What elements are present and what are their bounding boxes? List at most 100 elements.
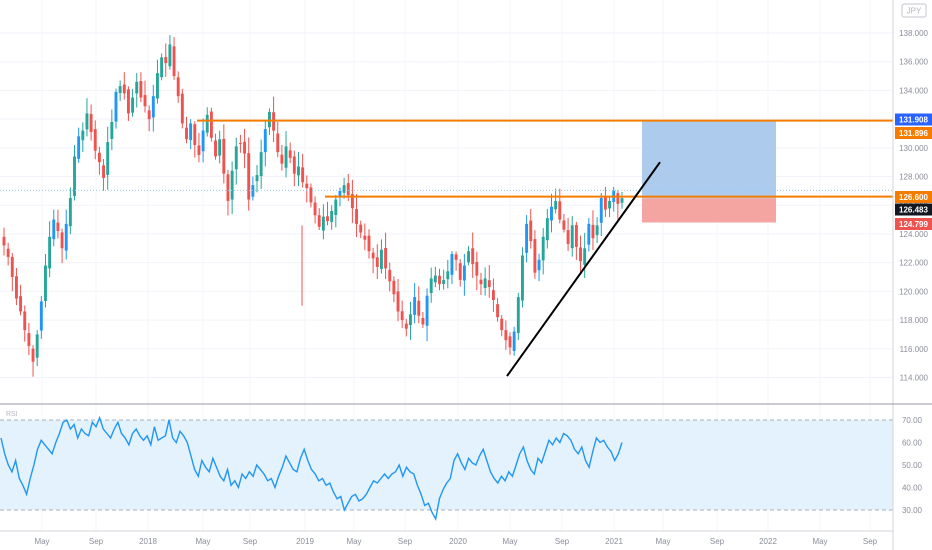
candle-body (247, 153, 251, 200)
candle-body (110, 121, 114, 139)
candle-body (284, 146, 288, 168)
candle-body (595, 225, 599, 236)
time-tick-label: 2020 (449, 537, 467, 546)
symbol-badge[interactable]: JPY (901, 3, 927, 18)
candle-body (392, 280, 396, 295)
candle-body (342, 185, 346, 193)
candle-body (267, 111, 271, 128)
candle-body (77, 136, 81, 159)
time-axis-ticks: May Sep 2018 May Sep 2019 May Sep 2020 May Sep 2021… (34, 537, 877, 546)
candle-body (52, 219, 56, 240)
price-badge (895, 218, 932, 230)
candle-body (172, 46, 176, 77)
candle-body (504, 330, 508, 341)
candle-body (371, 252, 375, 259)
time-tick-label: May (812, 537, 827, 546)
candle-body (309, 187, 313, 203)
candle-body (122, 84, 126, 94)
price-tick-label: 120.000 (899, 287, 928, 296)
price-badge-label: 126.600 (899, 193, 928, 202)
candle-body (433, 275, 437, 283)
candle-body (388, 269, 392, 282)
candle-body (475, 261, 479, 276)
price-tick-label: 128.000 (899, 173, 928, 182)
candle-body (209, 111, 213, 138)
time-tick-label: 2019 (296, 537, 314, 546)
candle-body (446, 271, 450, 280)
candle-body (193, 124, 197, 145)
price-tick-label: 130.000 (899, 144, 928, 153)
candle-body (226, 174, 230, 201)
price-tick-label: 116.000 (900, 345, 929, 354)
time-tick-label: May (34, 537, 49, 546)
candle-body (31, 348, 35, 362)
rsi-line (0, 415, 623, 522)
candle-body (330, 210, 334, 222)
candle-body (317, 215, 321, 227)
candle-body (160, 57, 164, 78)
candle-body (114, 91, 118, 122)
time-tick-label: Sep (398, 537, 413, 546)
candle-body (429, 278, 433, 293)
candle-body (562, 220, 566, 230)
candle-body (218, 139, 222, 156)
candle-body (583, 248, 587, 265)
price-tick-label: 118.000 (900, 316, 929, 325)
candle-body (27, 333, 31, 346)
target-zone (642, 120, 776, 199)
price-tick-label: 134.000 (899, 86, 928, 95)
candle-body (496, 304, 500, 318)
candle-body (346, 183, 350, 196)
price-tick-label: 122.000 (899, 259, 928, 268)
candle-body (454, 254, 458, 260)
price-badge-label: 124.799 (899, 220, 928, 229)
candle-body (521, 255, 524, 301)
candle-body (587, 223, 591, 245)
candle-body (537, 259, 541, 271)
candle-body (147, 110, 151, 120)
candle-body (608, 200, 612, 209)
candle-body (135, 81, 139, 94)
candle-body (305, 183, 309, 189)
trendline[interactable] (506, 161, 661, 377)
candle-body (338, 190, 342, 197)
candle-body (197, 145, 201, 156)
candle-body (180, 93, 184, 124)
position-zones[interactable] (642, 120, 776, 223)
price-badge-label: 131.908 (899, 116, 928, 125)
stop-zone (642, 198, 776, 223)
candle-body (554, 200, 558, 210)
candle-body (438, 275, 441, 285)
price-tick-label: 124.000 (899, 230, 928, 239)
horizontal-levels[interactable] (0, 119, 893, 198)
candle-body (185, 127, 188, 140)
candle-body (60, 232, 64, 249)
candle-body (288, 150, 292, 158)
candle-body (48, 236, 52, 269)
candle-body (471, 248, 475, 265)
candle-body (400, 311, 404, 321)
candle-body (6, 248, 10, 257)
price-badge (895, 203, 932, 216)
candle-body (73, 156, 76, 196)
candle-body (234, 146, 238, 170)
candle-body (326, 216, 329, 222)
candle-body (512, 331, 516, 351)
candle-body (35, 334, 39, 358)
candle-body (579, 247, 582, 262)
candle-body (263, 129, 267, 153)
candle-body (570, 225, 574, 249)
price-tick-label: 114.000 (900, 374, 929, 383)
candle-body (56, 222, 60, 232)
candle-body (417, 300, 421, 316)
time-tick-label: Sep (243, 537, 258, 546)
candle-body (529, 220, 533, 242)
candle-body (363, 235, 367, 240)
time-tick-label: May (346, 537, 361, 546)
symbol-badge-label: JPY (907, 7, 922, 16)
candle-body (467, 251, 470, 263)
rsi-pane (0, 415, 893, 522)
candle-body (558, 201, 562, 220)
time-tick-label: Sep (555, 537, 570, 546)
